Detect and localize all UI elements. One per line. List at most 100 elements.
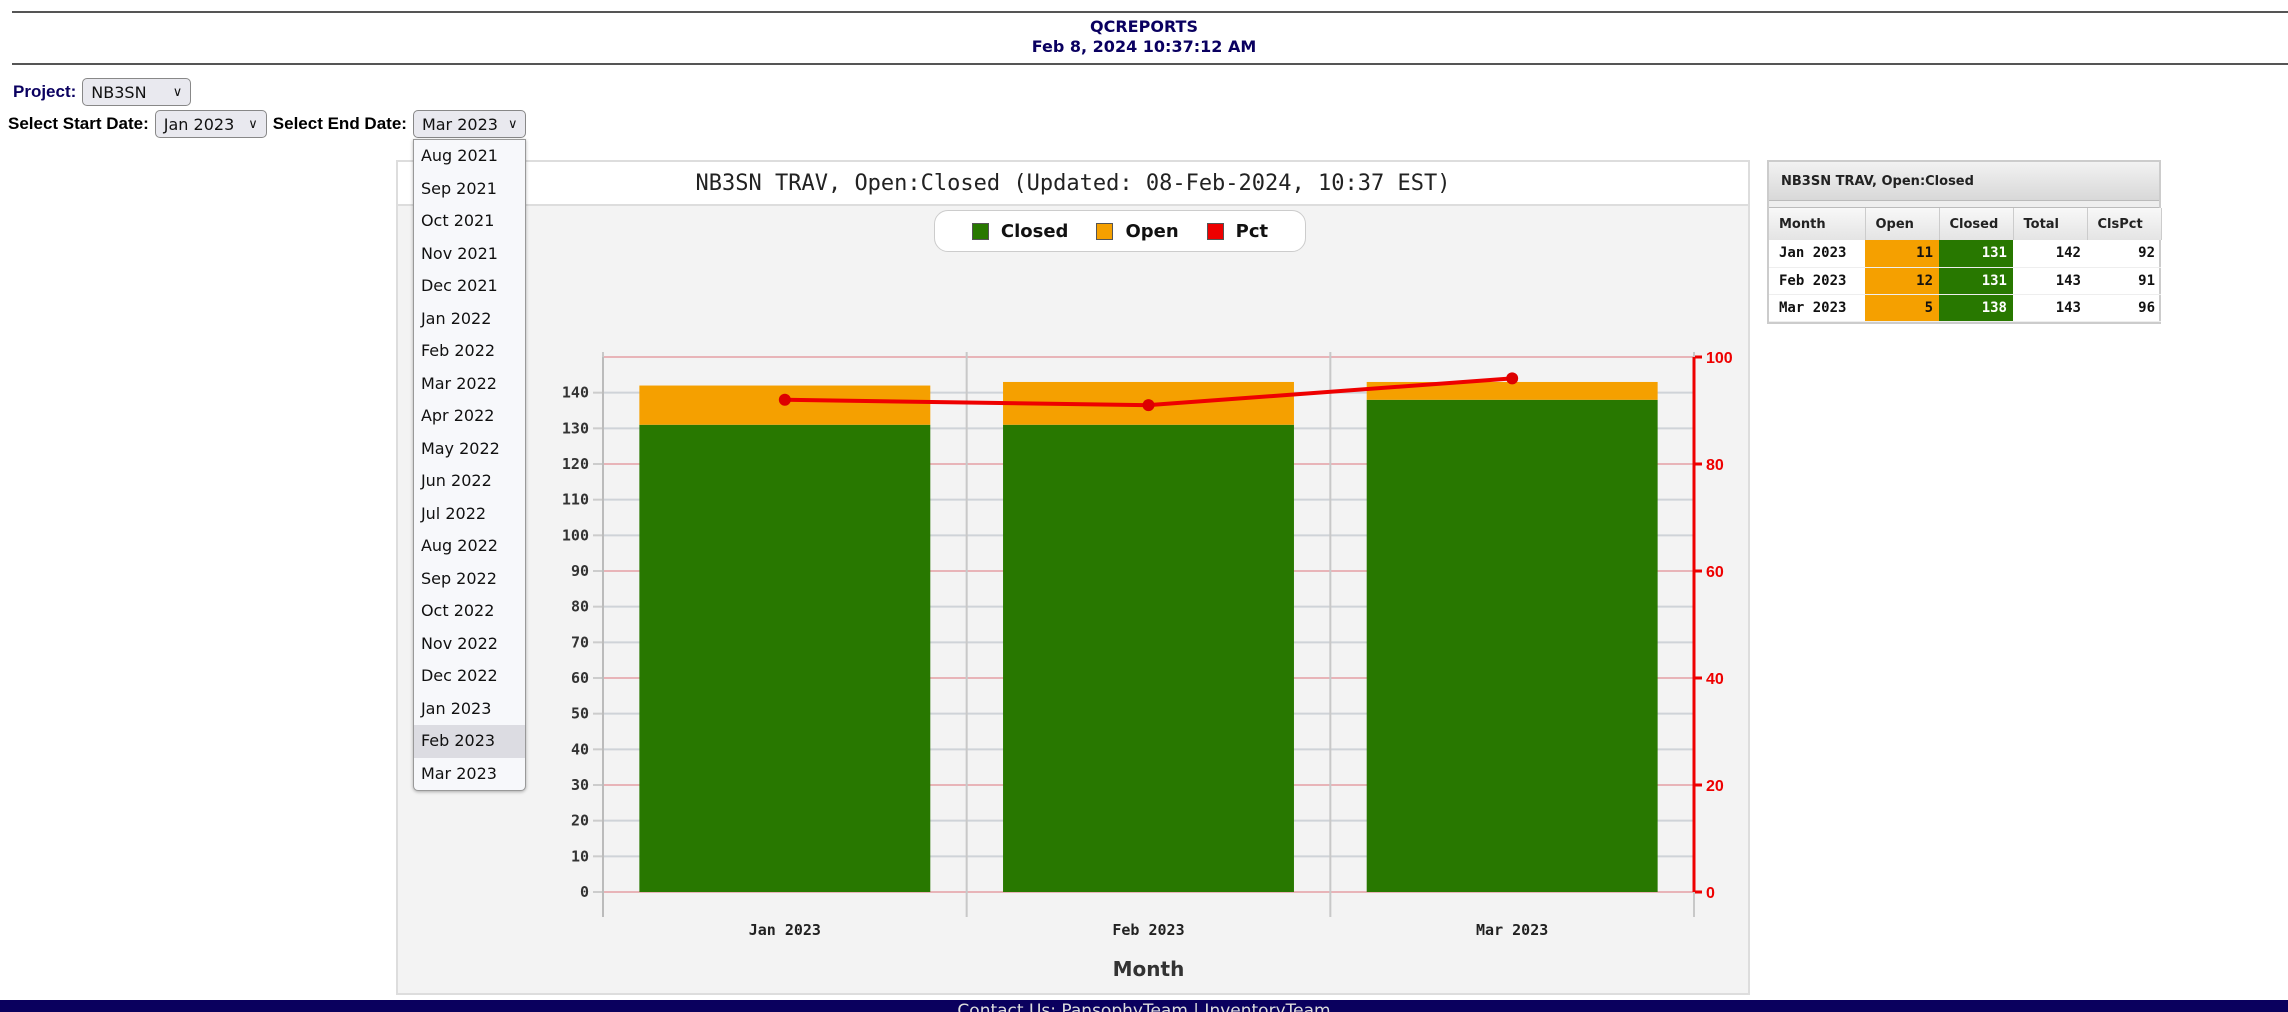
dropdown-option[interactable]: Dec 2021 [420, 276, 498, 295]
table-cell-open: 5 [1865, 294, 1939, 322]
column-header[interactable]: ClsPct [2087, 208, 2162, 240]
pct-point [1506, 372, 1519, 385]
start-date-select[interactable]: Jan 2023 ∨ [154, 110, 267, 138]
project-value: NB3SN [91, 82, 147, 102]
footer: Contact Us: PansophyTeam | InventoryTeam [0, 1000, 2288, 1012]
table-cell-clspct: 96 [2087, 294, 2161, 322]
y-tick-label: 0 [580, 883, 589, 901]
dropdown-option[interactable]: Jan 2022 [420, 308, 492, 328]
y-tick-label: 20 [571, 812, 589, 830]
table-cell-open: 12 [1865, 267, 1939, 295]
y-tick-label: 140 [562, 384, 589, 402]
y-tick-label: 10 [571, 847, 589, 865]
dropdown-option[interactable]: Sep 2022 [420, 568, 497, 588]
right-y-tick-label: 80 [1706, 457, 1724, 474]
right-y-tick-label: 0 [1706, 885, 1715, 902]
legend-item[interactable]: Closed [971, 220, 1069, 242]
table-cell-clspct: 92 [2087, 240, 2161, 268]
dropdown-option[interactable]: Sep 2021 [420, 178, 497, 198]
start-date-value: Jan 2023 [163, 114, 235, 134]
right-y-tick-label: 20 [1706, 778, 1724, 795]
summary-title: NB3SN TRAV, Open:Closed [1769, 162, 2159, 201]
project-row: Project: NB3SN ∨ [13, 77, 192, 107]
table-row: Mar 2023 5 138 143 96 [1769, 294, 2161, 322]
dropdown-option[interactable]: Dec 2022 [420, 666, 498, 685]
date-row: Select Start Date: Jan 2023 ∨ Select End … [8, 109, 527, 139]
dropdown-option[interactable]: May 2022 [420, 438, 500, 458]
start-date-label: Select Start Date: [8, 114, 149, 133]
legend-label: Pct [1235, 220, 1269, 242]
legend-label: Open [1125, 220, 1179, 242]
end-date-label: Select End Date: [272, 114, 407, 133]
bar-closed [639, 424, 931, 892]
y-tick-label: 50 [571, 705, 589, 723]
table-row: Jan 2023 11 131 142 92 [1769, 240, 2161, 268]
table-cell-total: 143 [2013, 267, 2087, 295]
x-tick-label: Mar 2023 [1476, 921, 1548, 939]
legend-label: Closed [1000, 220, 1069, 242]
table-cell-month: Feb 2023 [1769, 267, 1865, 295]
project-select[interactable]: NB3SN ∨ [82, 78, 192, 106]
dropdown-option[interactable]: Apr 2022 [420, 406, 495, 425]
dropdown-option[interactable]: Feb 2022 [420, 341, 496, 360]
chevron-down-icon: ∨ [507, 116, 518, 132]
y-tick-label: 90 [571, 562, 589, 580]
dropdown-option[interactable]: Jun 2022 [420, 471, 492, 490]
table-row: Feb 2023 12 131 143 91 [1769, 267, 2161, 295]
dropdown-option[interactable]: Oct 2021 [420, 211, 495, 230]
header-datetime: Feb 8, 2024 10:37:12 AM [1031, 37, 1257, 56]
pct-point [1142, 399, 1155, 412]
header-bottom-rule [12, 63, 2288, 65]
legend-swatch [971, 222, 989, 240]
end-date-value: Mar 2023 [421, 114, 498, 134]
y-tick-label: 130 [562, 419, 589, 437]
right-y-tick-label: 100 [1706, 350, 1733, 367]
table-cell-total: 143 [2013, 294, 2087, 322]
x-tick-label: Feb 2023 [1112, 921, 1184, 939]
table-cell-clspct: 91 [2087, 267, 2161, 295]
dropdown-option[interactable]: Nov 2021 [420, 243, 498, 263]
column-header[interactable]: Total [2013, 208, 2088, 240]
dropdown-option[interactable]: Jan 2023 [420, 698, 492, 718]
dropdown-option[interactable]: Mar 2023 [420, 763, 497, 783]
y-tick-label: 80 [571, 598, 589, 616]
legend-item[interactable]: Pct [1206, 220, 1269, 242]
table-cell-closed: 131 [1939, 267, 2013, 295]
dropdown-option[interactable]: Oct 2022 [420, 601, 495, 620]
chart-title: NB3SN TRAV, Open:Closed (Updated: 08-Feb… [398, 162, 1748, 206]
y-tick-label: 30 [571, 776, 589, 794]
y-tick-label: 60 [571, 669, 589, 687]
chevron-down-icon: ∨ [172, 84, 183, 100]
app-title: QCREPORTS [1090, 17, 1198, 36]
dropdown-option[interactable]: Feb 2023 [413, 725, 526, 758]
project-label: Project: [13, 82, 77, 101]
y-tick-label: 110 [562, 491, 589, 509]
dropdown-option[interactable]: Nov 2022 [420, 633, 498, 653]
table-cell-month: Jan 2023 [1769, 240, 1865, 268]
column-header[interactable]: Month [1769, 208, 1866, 240]
chart-svg: 0 10 20 30 40 50 60 70 80 90 100 110 120 130 140 0 20 40 6… [562, 350, 1733, 981]
dropdown-option[interactable]: Aug 2021 [420, 146, 498, 165]
end-date-select[interactable]: Mar 2023 ∨ [412, 110, 527, 138]
footer-contact-text[interactable]: Contact Us: PansophyTeam | InventoryTeam [957, 1001, 1331, 1012]
y-tick-label: 70 [571, 633, 589, 651]
summary-table: Month Open Closed Total ClsPct Jan 2023 11 131… [1769, 208, 2162, 322]
bar-closed [1003, 424, 1294, 892]
right-y-tick-label: 60 [1706, 564, 1724, 581]
dropdown-option[interactable]: Aug 2022 [420, 536, 498, 555]
chart-legend: Closed Open Pct [934, 210, 1306, 252]
dropdown-option[interactable]: Mar 2022 [420, 373, 497, 393]
column-header[interactable]: Open [1865, 208, 1940, 240]
right-y-tick-label: 40 [1706, 671, 1724, 688]
y-tick-label: 40 [571, 740, 589, 758]
bar-open [1366, 381, 1658, 400]
legend-item[interactable]: Open [1096, 220, 1179, 242]
bar-closed [1366, 399, 1658, 892]
end-date-dropdown-list[interactable]: Aug 2021 Sep 2021 Oct 2021 Nov 2021 Dec 2021… [412, 139, 527, 791]
table-cell-total: 142 [2013, 240, 2087, 268]
column-header[interactable]: Closed [1939, 208, 2014, 240]
x-tick-label: Jan 2023 [749, 921, 821, 939]
y-tick-label: 120 [562, 455, 589, 473]
x-axis-title: Month [1113, 957, 1185, 981]
dropdown-option[interactable]: Jul 2022 [420, 503, 487, 523]
